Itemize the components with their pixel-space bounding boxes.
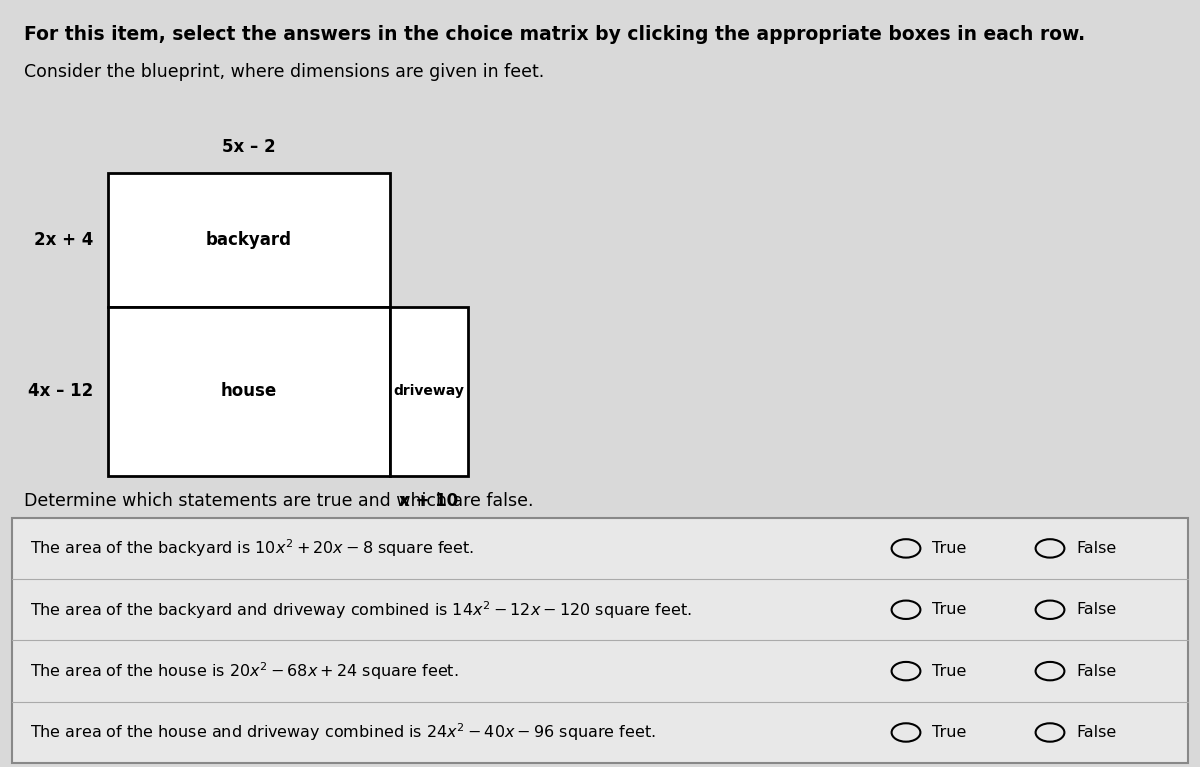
Bar [12, 518, 1188, 763]
Text: False: False [1076, 541, 1117, 556]
Text: The area of the backyard is $10x^2 + 20x - 8$ square feet.: The area of the backyard is $10x^2 + 20x… [30, 538, 474, 559]
Text: x + 10: x + 10 [400, 492, 458, 510]
Text: 4x – 12: 4x – 12 [29, 382, 94, 400]
Bar [390, 307, 468, 476]
Text: False: False [1076, 663, 1117, 679]
Text: 2x + 4: 2x + 4 [35, 231, 94, 249]
Text: 5x – 2: 5x – 2 [222, 138, 276, 156]
Text: True: True [932, 602, 967, 617]
Text: house: house [221, 382, 277, 400]
Bar [108, 173, 390, 307]
Text: False: False [1076, 602, 1117, 617]
Text: True: True [932, 663, 967, 679]
Text: Determine which statements are true and which are false.: Determine which statements are true and … [24, 492, 534, 510]
Text: Consider the blueprint, where dimensions are given in feet.: Consider the blueprint, where dimensions… [24, 63, 545, 81]
Text: The area of the house and driveway combined is $24x^2 - 40x - 96$ square feet.: The area of the house and driveway combi… [30, 722, 655, 743]
Text: driveway: driveway [394, 384, 464, 398]
Text: True: True [932, 541, 967, 556]
Text: The area of the house is $20x^2 - 68x + 24$ square feet.: The area of the house is $20x^2 - 68x + … [30, 660, 458, 682]
Text: backyard: backyard [206, 231, 292, 249]
Bar [108, 307, 390, 476]
Text: False: False [1076, 725, 1117, 740]
Text: For this item, select the answers in the choice matrix by clicking the appropria: For this item, select the answers in the… [24, 25, 1085, 44]
Text: True: True [932, 725, 967, 740]
Text: The area of the backyard and driveway combined is $14x^2 - 12x - 120$ square fee: The area of the backyard and driveway co… [30, 599, 691, 621]
